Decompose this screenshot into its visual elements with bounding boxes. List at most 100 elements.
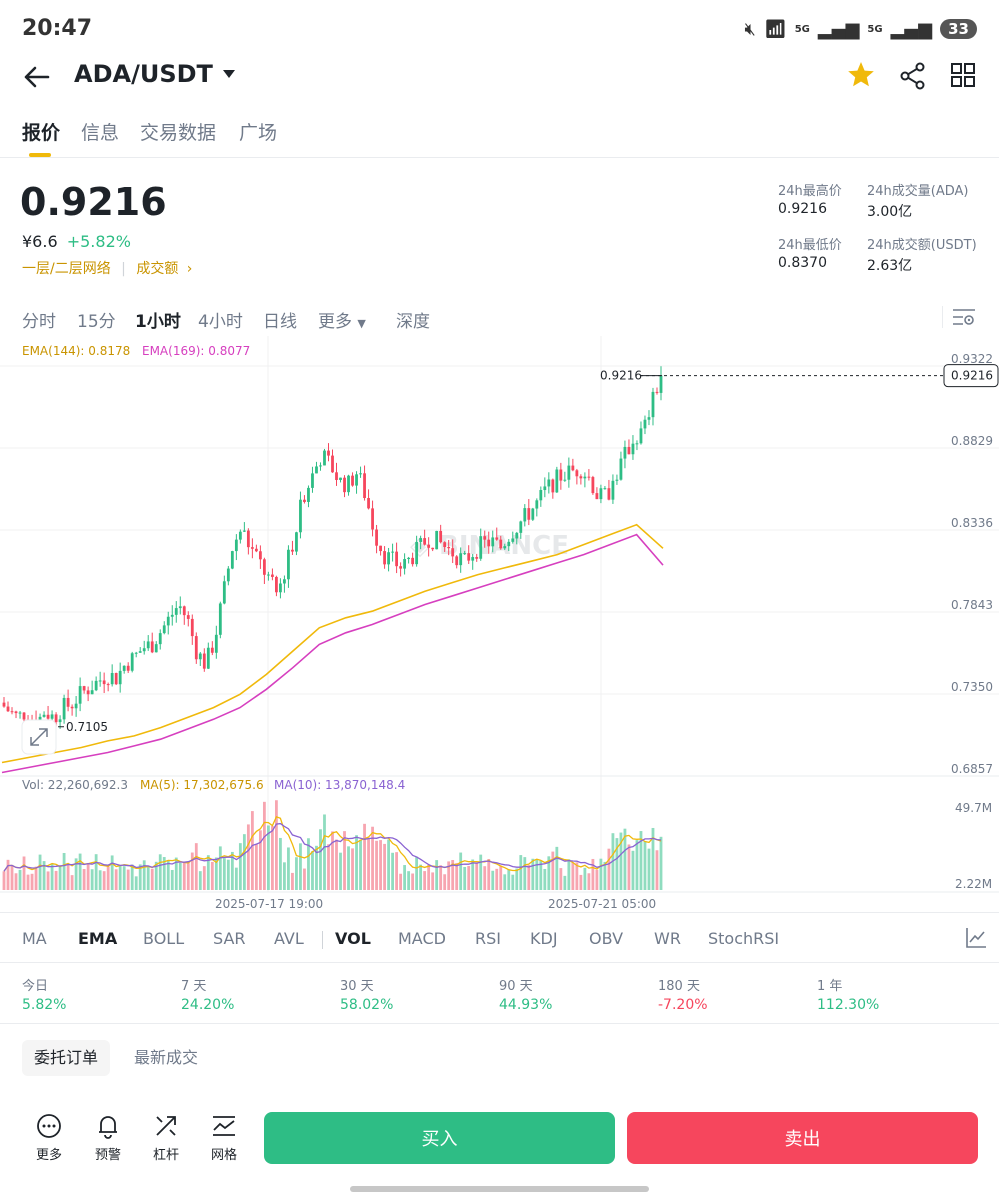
candle-body: [335, 472, 338, 480]
candle-body: [423, 538, 427, 545]
volume-bar: [186, 862, 190, 890]
candle-body: [162, 625, 166, 634]
volume-bar: [98, 870, 102, 890]
interval-timeline[interactable]: 分时: [22, 312, 56, 332]
time-axis: 2025-07-17 19:00 2025-07-21 05:00: [215, 897, 656, 911]
grid-action[interactable]: 网格: [201, 1112, 247, 1163]
indicator-tab-sar[interactable]: SAR: [213, 929, 246, 948]
volume-bar: [591, 858, 595, 890]
perf-label-today: 今日: [22, 979, 49, 994]
buy-button[interactable]: 买入: [264, 1112, 615, 1164]
time-tick-label: 2025-07-17 19:00: [215, 897, 323, 911]
back-arrow-icon[interactable]: [20, 60, 54, 94]
more-action[interactable]: 更多: [26, 1112, 72, 1163]
volume-ma10-line: [3, 822, 662, 872]
candle-body: [411, 557, 415, 565]
volume-bar: [202, 866, 206, 890]
volume-bar: [659, 836, 663, 890]
perf-label-30d: 30 天: [340, 979, 374, 994]
indicator-tab-boll[interactable]: BOLL: [143, 929, 185, 948]
volume-bar: [563, 875, 567, 890]
volume-tag[interactable]: 成交额: [136, 261, 179, 277]
share-icon[interactable]: [898, 61, 928, 91]
interval-1d[interactable]: 日线: [263, 312, 297, 332]
volume-bar: [2, 871, 6, 890]
indicator-tab-vol[interactable]: VOL: [335, 929, 371, 948]
sell-button[interactable]: 卖出: [627, 1112, 978, 1164]
volume-bar: [46, 871, 50, 890]
tab-active-indicator: [29, 153, 51, 157]
volume-bar: [447, 861, 451, 890]
volume-bar: [42, 861, 46, 890]
volume-bar: [126, 869, 130, 890]
volume-bar: [535, 859, 539, 890]
candle-body: [543, 486, 547, 491]
indicator-tab-ema[interactable]: EMA: [78, 929, 118, 948]
volume-bar: [311, 851, 314, 890]
candle-body: [539, 490, 543, 501]
divider: [0, 962, 999, 963]
tab-trading-data[interactable]: 交易数据: [140, 122, 217, 144]
tab-quote[interactable]: 报价: [22, 122, 61, 144]
tab-open-orders[interactable]: 委托订单: [22, 1040, 111, 1076]
volume-bar: [595, 869, 599, 890]
favorite-star-icon[interactable]: [846, 60, 876, 90]
candle-body: [559, 469, 563, 481]
volume-bar: [142, 860, 146, 890]
price-tick-label: 0.7350: [951, 680, 993, 694]
chart-settings-icon[interactable]: [952, 306, 976, 328]
volume-bar: [419, 864, 423, 890]
candle-body: [6, 706, 10, 712]
indicator-tab-avl[interactable]: AVL: [274, 929, 304, 948]
indicator-tab-stochrsi[interactable]: StochRSI: [708, 929, 780, 948]
ema169-line: [1, 533, 664, 774]
indicator-tab-ma[interactable]: MA: [22, 929, 47, 948]
candle-body: [363, 473, 366, 499]
tab-square[interactable]: 广场: [239, 122, 278, 144]
volume-bar: [415, 856, 419, 890]
candle-body: [94, 680, 98, 691]
indicator-tab-kdj[interactable]: KDJ: [530, 929, 558, 948]
interval-4h[interactable]: 4小时: [198, 312, 243, 332]
expand-button[interactable]: [21, 719, 57, 755]
volume-bar: [54, 870, 58, 890]
perf-value-90d: 44.93%: [499, 997, 553, 1013]
signal-icon-1: ▂▄▆: [817, 18, 860, 40]
candle-body: [311, 473, 314, 488]
candle-body: [150, 641, 154, 653]
candle-body: [303, 499, 306, 502]
interval-depth[interactable]: 深度: [396, 312, 430, 332]
interval-1h[interactable]: 1小时: [135, 312, 181, 332]
volume-bar: [238, 843, 242, 890]
tab-latest-trades[interactable]: 最新成交: [134, 1048, 199, 1067]
tab-info[interactable]: 信息: [81, 122, 120, 144]
interval-more[interactable]: 更多 ▼: [318, 307, 366, 332]
pair-selector[interactable]: ADA/USDT: [74, 60, 235, 88]
candle-body: [499, 539, 503, 549]
volume-bar: [571, 862, 575, 890]
grid-label: 网格: [210, 1148, 237, 1163]
volume-bar: [90, 869, 94, 890]
candle-body: [351, 475, 354, 486]
leverage-action[interactable]: 杠杆: [143, 1112, 189, 1163]
indicator-settings-icon[interactable]: [964, 926, 988, 950]
volume-bar: [375, 840, 378, 890]
candle-body: [146, 641, 150, 649]
alert-action[interactable]: 预警: [85, 1112, 131, 1163]
interval-15m[interactable]: 15分: [77, 312, 116, 332]
alert-label: 预警: [94, 1148, 121, 1163]
volume-bar: [30, 873, 34, 890]
indicator-tab-rsi[interactable]: RSI: [475, 929, 501, 948]
volume-bar: [222, 858, 226, 890]
network-tag[interactable]: 一层/二层网络: [22, 261, 111, 277]
candle-body: [18, 712, 22, 714]
candlestick-chart[interactable]: ◈ BINANCE 0.9216 0.9216 0.7105 0.93220.8…: [0, 336, 999, 912]
candle-body: [379, 545, 382, 552]
layout-grid-icon[interactable]: [950, 62, 976, 88]
candle-body: [615, 479, 619, 481]
indicator-tab-macd[interactable]: MACD: [398, 929, 446, 948]
candle-body: [238, 531, 242, 540]
caret-down-icon: ▼: [357, 317, 366, 330]
indicator-tab-wr[interactable]: WR: [654, 929, 681, 948]
indicator-tab-obv[interactable]: OBV: [589, 929, 624, 948]
